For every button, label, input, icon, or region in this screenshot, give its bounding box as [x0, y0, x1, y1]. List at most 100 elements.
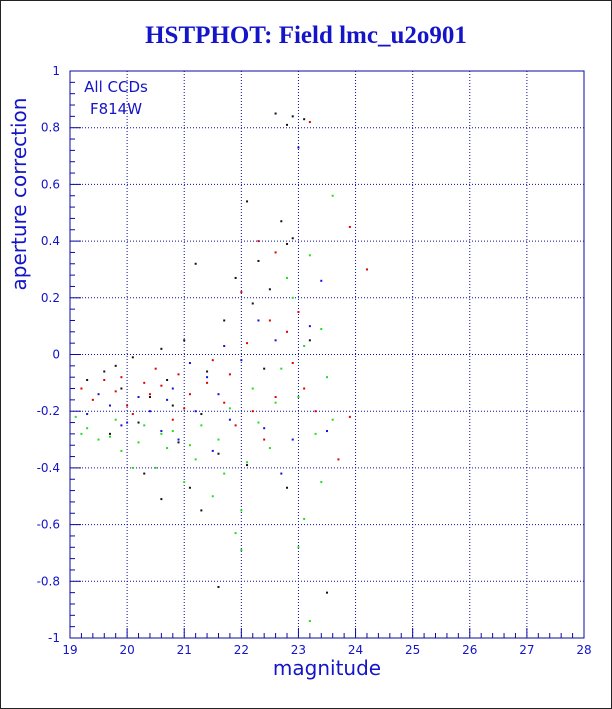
x-tick-label: 26: [462, 643, 477, 657]
data-point-black: [217, 585, 220, 588]
data-point-red: [160, 384, 163, 387]
data-point-red: [234, 424, 237, 427]
data-point-blue: [291, 438, 294, 441]
data-point-red: [291, 362, 294, 365]
data-point-green: [131, 466, 134, 469]
data-point-green: [331, 194, 334, 197]
data-point-red: [365, 268, 368, 271]
data-point-green: [143, 424, 146, 427]
data-point-blue: [177, 438, 180, 441]
y-tick-label: 0: [52, 348, 60, 362]
data-point-black: [194, 262, 197, 265]
data-point-green: [160, 432, 163, 435]
data-point-green: [228, 407, 231, 410]
data-point-black: [223, 319, 226, 322]
data-point-green: [217, 438, 220, 441]
data-point-green: [234, 532, 237, 535]
data-point-green: [171, 430, 174, 433]
data-point-red: [263, 438, 266, 441]
data-point-black: [200, 413, 203, 416]
data-point-black: [234, 276, 237, 279]
data-point-black: [143, 472, 146, 475]
data-point-green: [114, 418, 117, 421]
axis-ticks: 19 20 21 22 23 24 25 26 27 28 -1 -0.8 -0.6 -0.4 -0.2 0 0…: [37, 64, 592, 657]
data-point-green: [274, 401, 277, 404]
x-tick-label: 24: [348, 643, 363, 657]
data-point-red: [314, 410, 317, 413]
data-point-green: [308, 254, 311, 257]
data-point-blue: [126, 421, 129, 424]
data-point-black: [286, 486, 289, 489]
data-point-blue: [206, 376, 209, 379]
data-point-blue: [240, 359, 243, 362]
data-point-black: [171, 404, 174, 407]
data-point-black: [246, 200, 249, 203]
data-point-blue: [274, 339, 277, 342]
data-point-green: [183, 481, 186, 484]
data-point-red: [240, 291, 243, 294]
data-point-red: [297, 310, 300, 313]
data-point-black: [86, 379, 89, 382]
data-point-black: [326, 591, 328, 594]
data-point-green: [303, 517, 306, 520]
data-point-red: [114, 390, 117, 393]
data-point-black: [217, 452, 220, 455]
data-point-red: [251, 410, 254, 413]
data-point-blue: [217, 393, 220, 396]
data-point-red: [103, 379, 106, 382]
data-point-green: [303, 344, 306, 347]
y-tick-label: -0.4: [37, 461, 60, 475]
data-point-blue: [148, 410, 151, 413]
data-point-black: [286, 123, 289, 126]
x-tick-label: 20: [119, 643, 134, 657]
data-point-blue: [97, 393, 100, 396]
data-point-red: [274, 396, 277, 399]
data-point-red: [348, 225, 351, 228]
data-point-red: [228, 373, 231, 376]
data-point-blue: [86, 413, 89, 416]
data-point-green: [297, 396, 300, 399]
data-point-black: [263, 367, 266, 370]
y-tick-label: 0.8: [41, 121, 60, 135]
y-tick-label: -0.6: [37, 518, 60, 532]
data-point-red: [80, 387, 83, 390]
annotation-line-filter: F814W: [89, 100, 143, 118]
data-point-green: [188, 444, 191, 447]
data-point-blue: [108, 404, 111, 407]
data-point-black: [137, 421, 140, 424]
y-tick-label: 0.6: [41, 177, 60, 191]
x-tick-label: 22: [234, 643, 249, 657]
data-point-red: [148, 393, 151, 396]
data-point-blue: [228, 418, 231, 421]
data-point-red: [206, 381, 209, 384]
data-point-green: [211, 495, 214, 498]
data-point-black: [280, 220, 283, 223]
y-tick-label: 1: [52, 64, 60, 78]
x-tick-label: 23: [291, 643, 306, 657]
data-point-green: [320, 327, 323, 330]
data-point-red: [188, 393, 191, 396]
data-point-blue: [263, 427, 266, 430]
data-point-black: [286, 242, 289, 245]
x-tick-label: 28: [576, 643, 591, 657]
data-point-green: [251, 387, 254, 390]
data-point-green: [80, 432, 83, 435]
y-tick-label: -1: [48, 631, 60, 645]
data-point-blue: [320, 279, 323, 282]
data-point-green: [108, 435, 111, 438]
data-point-black: [160, 347, 163, 350]
data-point-green: [286, 276, 289, 279]
data-point-red: [308, 121, 311, 124]
data-point-black: [120, 387, 123, 390]
data-point-black: [291, 237, 294, 240]
data-point-blue: [188, 362, 191, 365]
data-point-green: [280, 367, 283, 370]
data-point-black: [303, 118, 306, 121]
y-tick-label: 0.4: [41, 234, 60, 248]
data-point-blue: [166, 398, 169, 401]
x-tick-label: 27: [519, 643, 534, 657]
data-point-green: [240, 509, 243, 512]
data-point-black: [308, 339, 311, 342]
data-point-red: [257, 240, 260, 243]
axes-box: [69, 70, 585, 639]
